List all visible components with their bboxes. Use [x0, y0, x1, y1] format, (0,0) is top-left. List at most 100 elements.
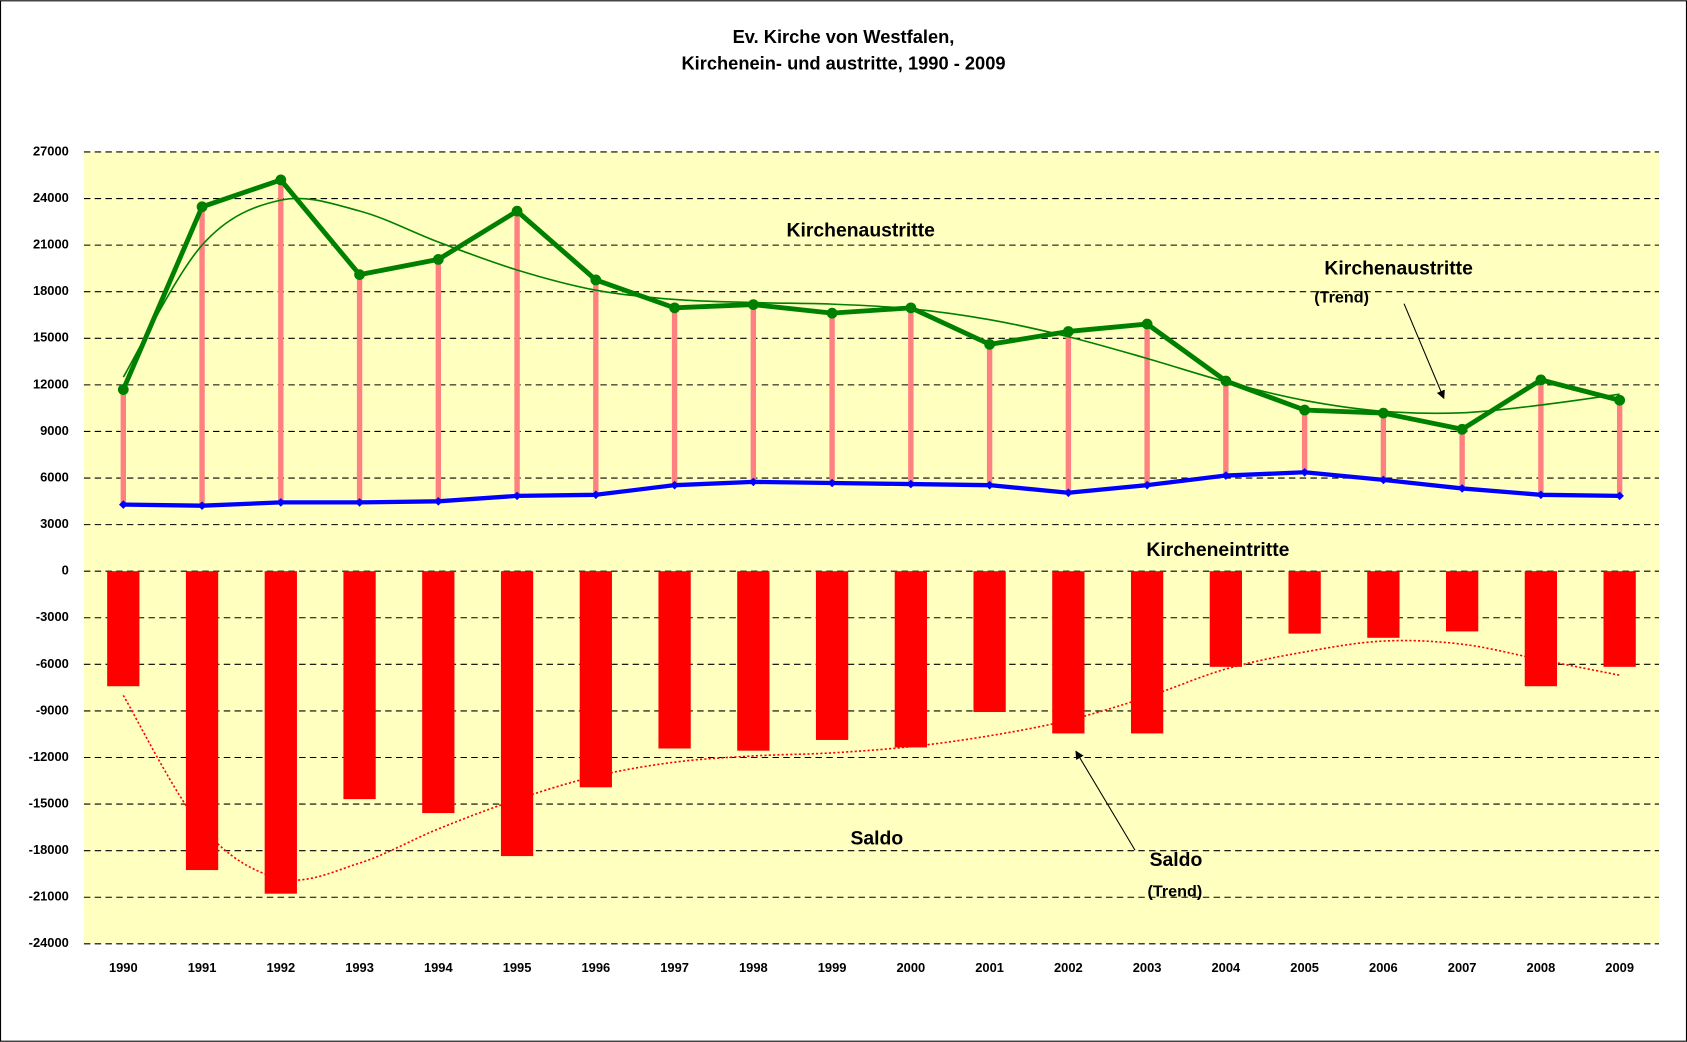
annotation: Kirchenaustritte: [786, 220, 935, 242]
x-tick-label: 1995: [503, 960, 532, 975]
line: [123, 470, 1620, 508]
y-tick-label: -9000: [36, 702, 69, 717]
bar: [973, 571, 1006, 713]
x-tick-label: 2008: [1527, 960, 1556, 975]
annotation: Saldo: [850, 828, 903, 850]
point: [118, 500, 128, 509]
bar: [1446, 571, 1479, 632]
chart-title: Ev. Kirche von Westfalen,: [733, 26, 955, 47]
bar: [1288, 571, 1321, 634]
x-tick-label: 2004: [1212, 960, 1242, 975]
x-tick-label: 2000: [896, 960, 925, 975]
point: [512, 491, 522, 501]
bar: [815, 571, 849, 740]
point: [984, 338, 995, 350]
y-tick-label: -3000: [36, 609, 69, 624]
bar: [107, 571, 140, 687]
x-tick-label: 2003: [1133, 960, 1162, 975]
point: [354, 269, 365, 281]
annotation: Saldo: [1150, 849, 1203, 871]
bar: [343, 571, 376, 800]
y-tick-label: 15000: [33, 330, 69, 345]
point: [1062, 326, 1074, 337]
annotation-arrow: [1403, 303, 1445, 400]
point: [432, 254, 444, 265]
point: [669, 302, 680, 314]
bar: [264, 571, 297, 894]
x-tick-label: 2009: [1605, 960, 1634, 975]
point: [434, 497, 443, 506]
annotation: Kircheneintritte: [1146, 539, 1289, 561]
point: [827, 478, 837, 488]
bar: [1603, 571, 1636, 667]
x-tick-label: 1999: [818, 960, 847, 975]
point: [1299, 404, 1311, 416]
bar: [422, 571, 455, 814]
point: [511, 205, 523, 217]
x-tick-label: 1998: [739, 960, 768, 975]
point: [1614, 394, 1626, 406]
y-tick-label: -24000: [29, 935, 69, 950]
bar: [1130, 571, 1164, 734]
point: [1220, 375, 1232, 387]
point: [197, 501, 207, 510]
point: [906, 479, 916, 489]
point: [275, 174, 287, 186]
x-tick-label: 1996: [581, 960, 610, 975]
y-tick-label: 0: [62, 563, 69, 578]
bar: [185, 571, 219, 871]
point: [1378, 407, 1389, 419]
y-tick-label: -15000: [29, 795, 69, 810]
x-tick-label: 1997: [660, 960, 689, 975]
y-tick-label: 12000: [33, 376, 69, 391]
y-tick-label: 21000: [33, 237, 69, 252]
chart-subtitle: Kirchenein- und austritte, 1990 - 2009: [681, 53, 1005, 74]
y-tick-label: 6000: [40, 469, 69, 484]
y-tick-label: -21000: [29, 889, 69, 904]
y-tick-label: 18000: [33, 283, 69, 298]
point: [1456, 423, 1468, 435]
annotation: (Trend): [1148, 882, 1203, 900]
bar: [894, 571, 927, 748]
bar: [1209, 571, 1243, 667]
y-tick-label: 24000: [33, 190, 69, 205]
point: [826, 307, 838, 319]
annotation-arrow: [1075, 750, 1136, 851]
x-tick-label: 2002: [1054, 960, 1083, 975]
bar: [500, 571, 534, 857]
point: [670, 480, 679, 490]
trend-line: [122, 197, 1620, 415]
x-tick-label: 1991: [188, 960, 217, 975]
y-tick-label: 27000: [33, 143, 69, 158]
point: [985, 480, 994, 490]
x-tick-label: 1990: [109, 960, 138, 975]
x-tick-label: 1993: [345, 960, 374, 975]
y-tick-label: -6000: [36, 656, 69, 671]
bar: [1367, 571, 1400, 638]
point: [276, 498, 286, 507]
x-tick-label: 1992: [266, 960, 295, 975]
x-tick-label: 2005: [1290, 960, 1319, 975]
y-tick-label: 3000: [40, 516, 69, 531]
bar: [579, 571, 612, 788]
point: [590, 274, 602, 286]
x-tick-label: 1994: [424, 960, 454, 975]
y-tick-label: -18000: [29, 842, 69, 857]
line: [121, 177, 1621, 432]
bar: [1524, 571, 1558, 687]
plot-area: [83, 151, 1660, 944]
point: [355, 498, 364, 507]
x-tick-label: 2006: [1369, 960, 1398, 975]
y-tick-label: -12000: [29, 749, 69, 764]
annotation: (Trend): [1314, 289, 1369, 307]
point: [905, 302, 917, 314]
point: [591, 490, 601, 500]
point: [196, 201, 208, 213]
point: [747, 299, 759, 310]
bar: [1052, 571, 1085, 734]
bar: [737, 571, 770, 751]
point: [1535, 374, 1547, 386]
trend-line: [122, 639, 1620, 881]
y-tick-label: 9000: [40, 423, 69, 438]
